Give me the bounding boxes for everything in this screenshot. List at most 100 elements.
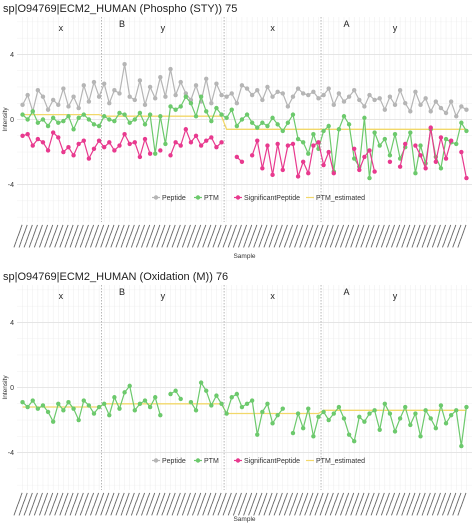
- x-tick-label: ▬▬▬▬▬▬▬▬: [256, 224, 268, 248]
- significant-peptide-point: [30, 143, 35, 148]
- peptide-point: [122, 61, 127, 67]
- x-tick-label: ▬▬▬▬▬▬▬▬: [343, 492, 355, 516]
- legend-marker-ptm: [195, 458, 201, 463]
- x-tick-label: ▬▬▬▬▬▬▬▬: [297, 492, 309, 516]
- ptm-point: [459, 443, 464, 449]
- ptm-point: [321, 128, 326, 134]
- x-tick-label: ▬▬▬▬▬▬▬▬: [297, 224, 309, 248]
- peptide-point: [265, 84, 270, 90]
- x-tick-label: ▬▬▬▬▬▬▬▬: [180, 224, 192, 248]
- ptm-point: [316, 414, 321, 419]
- x-tick-label: ▬▬▬▬▬▬▬▬: [394, 492, 406, 516]
- x-tick-label: ▬▬▬▬▬▬▬▬: [231, 492, 243, 516]
- x-tick-label: ▬▬▬▬▬▬▬▬: [211, 492, 223, 516]
- x-tick-label: ▬▬▬▬▬▬▬▬: [399, 492, 411, 516]
- significant-peptide-point: [387, 159, 393, 165]
- ptm-point: [306, 151, 311, 156]
- significant-peptide-point: [209, 135, 214, 140]
- x-tick-label: ▬▬▬▬▬▬▬▬: [170, 224, 182, 248]
- legend-label-peptide: Peptide: [162, 458, 186, 465]
- ptm-point: [209, 118, 214, 124]
- x-tick-label: ▬▬▬▬▬▬▬▬: [32, 224, 44, 248]
- ptm-point: [224, 411, 229, 416]
- peptide-point: [408, 109, 413, 114]
- ptm-point: [147, 404, 153, 410]
- ptm-point: [137, 401, 143, 406]
- x-tick-label: ▬▬▬▬▬▬▬▬: [313, 492, 325, 516]
- x-tick-label: ▬▬▬▬▬▬▬▬: [307, 224, 319, 248]
- x-tick-label: ▬▬▬▬▬▬▬▬: [404, 492, 416, 516]
- x-tick-label: ▬▬▬▬▬▬▬▬: [119, 224, 131, 248]
- ptm-point: [35, 120, 41, 125]
- peptide-point: [321, 92, 326, 98]
- ptm-point: [142, 122, 148, 127]
- legend-label-significant-peptide: SignificantPeptide: [244, 458, 300, 465]
- significant-peptide-point: [168, 153, 173, 158]
- peptide-point: [86, 99, 92, 104]
- x-tick-label: ▬▬▬▬▬▬▬▬: [63, 224, 75, 248]
- ptm-point: [326, 417, 331, 423]
- x-tick-label: ▬▬▬▬▬▬▬▬: [282, 224, 294, 248]
- significant-peptide-point: [239, 159, 245, 165]
- x-tick-label: ▬▬▬▬▬▬▬▬: [83, 492, 95, 516]
- legend-marker-significant-peptide: [235, 195, 241, 200]
- x-tick-label: ▬▬▬▬▬▬▬▬: [440, 224, 452, 248]
- ptm-point: [178, 104, 183, 109]
- peptide-point: [45, 107, 51, 112]
- peptide-point: [290, 94, 296, 99]
- peptide-point: [183, 91, 189, 96]
- peptide-point: [91, 79, 97, 85]
- group-label: y: [393, 291, 398, 301]
- x-tick-label: ▬▬▬▬▬▬▬▬: [302, 492, 314, 516]
- group-label: x: [270, 23, 275, 33]
- peptide-point: [382, 107, 388, 112]
- significant-peptide-point: [459, 149, 464, 155]
- significant-peptide-point: [122, 131, 127, 137]
- ptm-point: [45, 409, 51, 415]
- chart-panel-phospho: sp|O94769|ECM2_HUMAN (Phospho (STY)) 75 4…: [2, 3, 472, 260]
- ptm-point: [438, 403, 444, 408]
- x-tick-label: ▬▬▬▬▬▬▬▬: [430, 224, 442, 248]
- significant-peptide-point: [81, 138, 86, 143]
- x-tick-label: ▬▬▬▬▬▬▬▬: [134, 492, 146, 516]
- ptm-point: [40, 403, 46, 408]
- x-tick-label: ▬▬▬▬▬▬▬▬: [114, 492, 126, 516]
- ptm-point: [382, 136, 388, 142]
- ptm-point: [122, 112, 127, 117]
- x-tick-label: ▬▬▬▬▬▬▬▬: [119, 492, 131, 516]
- significant-peptide-point: [173, 140, 178, 145]
- peptide-point: [20, 102, 25, 108]
- y-axis-label: Intensity: [2, 375, 9, 400]
- x-tick-label: ▬▬▬▬▬▬▬▬: [180, 492, 192, 516]
- x-tick-label: ▬▬▬▬▬▬▬▬: [231, 224, 243, 248]
- peptide-point: [61, 86, 66, 91]
- x-tick-label: ▬▬▬▬▬▬▬▬: [185, 224, 197, 248]
- significant-peptide-point: [56, 135, 61, 140]
- x-tick-label: ▬▬▬▬▬▬▬▬: [425, 492, 437, 516]
- significant-peptide-point: [132, 140, 138, 145]
- x-tick-label: ▬▬▬▬▬▬▬▬: [73, 224, 85, 248]
- significant-peptide-point: [285, 143, 291, 148]
- significant-peptide-point: [198, 143, 204, 148]
- ptm-point: [40, 117, 46, 122]
- peptide-point: [163, 94, 168, 99]
- legend-marker-ptm: [195, 195, 201, 200]
- ptm-point: [387, 153, 393, 158]
- significant-peptide-point: [107, 140, 112, 145]
- ptm-point: [372, 408, 377, 413]
- ptm-point: [392, 131, 398, 137]
- ptm-point: [270, 421, 275, 426]
- ptm-point: [214, 393, 219, 398]
- peptide-point: [326, 86, 331, 91]
- x-tick-label: ▬▬▬▬▬▬▬▬: [144, 492, 156, 516]
- x-tick-label: ▬▬▬▬▬▬▬▬: [88, 224, 100, 248]
- peptide-point: [147, 84, 153, 90]
- ptm-point: [81, 398, 86, 403]
- x-tick-label: ▬▬▬▬▬▬▬▬: [159, 224, 171, 248]
- ptm-point: [132, 117, 138, 122]
- peptide-point: [25, 92, 30, 98]
- x-tick-label: ▬▬▬▬▬▬▬▬: [287, 492, 299, 516]
- ptm-point: [234, 391, 240, 397]
- x-tick-label: ▬▬▬▬▬▬▬▬: [374, 224, 386, 248]
- peptide-point: [454, 114, 459, 119]
